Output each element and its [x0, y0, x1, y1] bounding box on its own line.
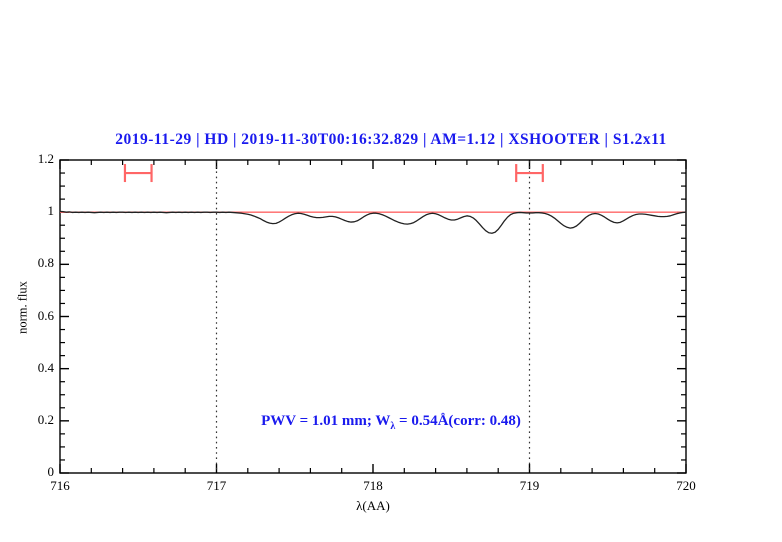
x-tick-label: 717	[206, 478, 227, 493]
error-bar-marker	[515, 164, 544, 183]
y-tick-label: 0.4	[37, 359, 54, 375]
y-tick-label: 0.6	[37, 307, 54, 323]
y-tick-label: 1	[47, 203, 55, 219]
y-tick-label: 0.8	[37, 255, 54, 271]
x-axis-label: λ(AA)	[356, 498, 390, 513]
plot-title: 2019-11-29 | HD | 2019-11-30T00:16:32.82…	[115, 131, 667, 148]
y-tick-label: 0	[47, 464, 55, 479]
spectrum-line	[59, 210, 687, 234]
x-tick-label: 720	[676, 478, 696, 493]
annotation-prefix: PWV = 1.01 mm; W	[261, 413, 391, 429]
error-bar-marker	[123, 164, 153, 183]
y-tick-label: 0.2	[37, 411, 54, 427]
plot-frame	[59, 159, 687, 474]
x-tick-label: 716	[50, 478, 70, 493]
annotation-subscript: λ	[390, 421, 396, 432]
pwv-annotation: PWV = 1.01 mm; Wλ = 0.54Å(corr: 0.48)	[0, 413, 782, 432]
x-tick-label: 718	[363, 478, 383, 493]
y-tick-label: 1.2	[37, 151, 54, 166]
annotation-suffix: = 0.54Å(corr: 0.48)	[395, 413, 521, 429]
x-tick-label: 719	[519, 478, 540, 493]
